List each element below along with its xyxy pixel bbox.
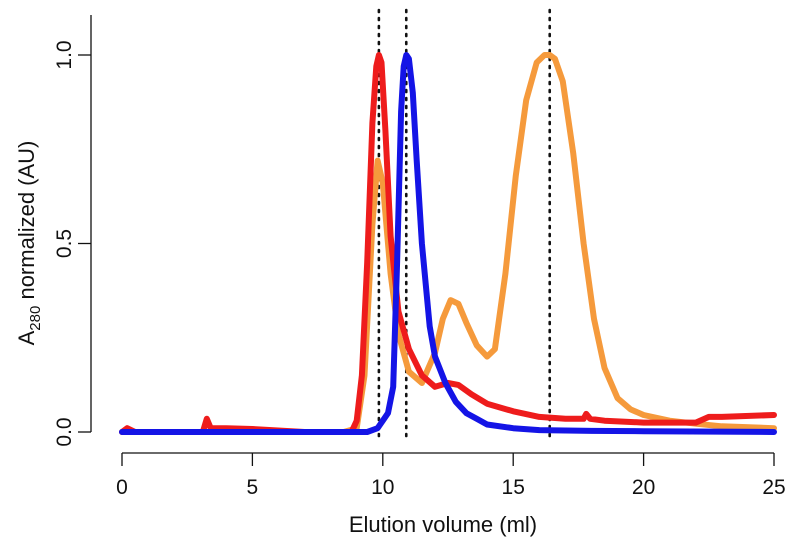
x-tick-label: 20 [632, 476, 655, 499]
x-axis-title: Elution volume (ml) [349, 512, 537, 537]
y-axis-title-subscript: 280 [27, 306, 44, 331]
x-tick-label: 25 [762, 476, 785, 499]
series-orange-line [119, 52, 777, 435]
y-tick-label: 1.0 [53, 40, 76, 69]
x-axis: 0 5 10 15 20 25 [116, 452, 786, 499]
x-tick-label: 10 [371, 476, 394, 499]
x-tick-label: 5 [247, 476, 259, 499]
series-blue-line [119, 52, 777, 435]
x-tick-label: 0 [116, 476, 128, 499]
plot-area [119, 8, 777, 444]
y-tick-label: 0.5 [53, 229, 76, 258]
y-ticks: 0.0 0.5 1.0 [53, 40, 91, 447]
y-axis-title: A280 normalized (AU) [14, 141, 44, 346]
x-tick-label: 15 [502, 476, 525, 499]
y-axis-title-prefix: A [14, 330, 39, 345]
x-ticks: 0 5 10 15 20 25 [116, 453, 786, 499]
y-tick-label: 0.0 [53, 417, 76, 446]
series-red-line [119, 52, 777, 435]
y-axis: 0.0 0.5 1.0 [53, 15, 92, 447]
series-layer [119, 52, 777, 435]
y-axis-title-suffix: normalized (AU) [14, 141, 39, 306]
